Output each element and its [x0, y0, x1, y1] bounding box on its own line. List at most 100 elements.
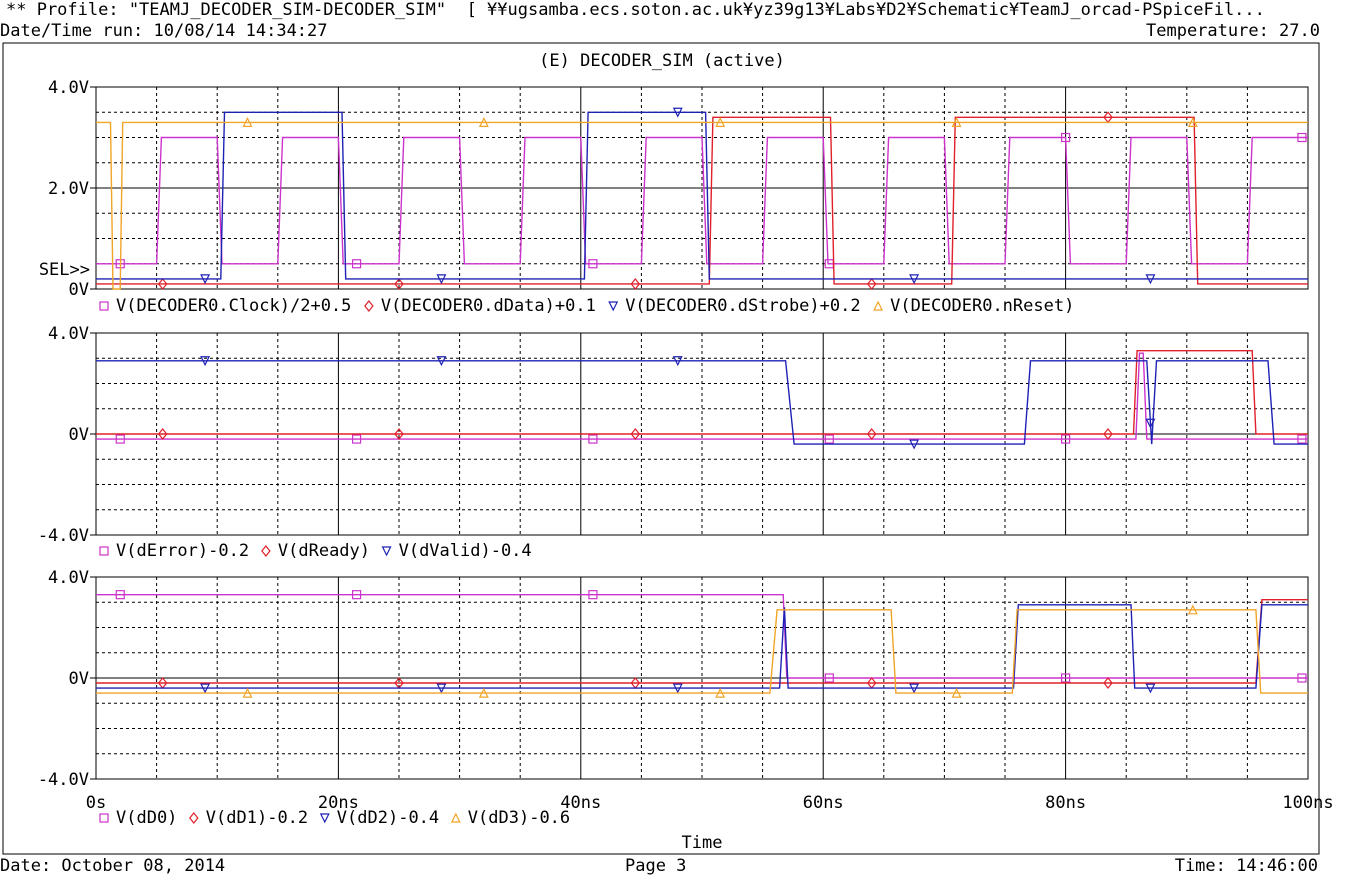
series-marker [1060, 673, 1071, 683]
series-marker [824, 434, 834, 444]
series-marker [157, 277, 168, 290]
legend-marker-red [364, 300, 374, 312]
legend-entry: V(dD2)-0.4 [337, 808, 439, 828]
series-marker [436, 356, 447, 367]
legend-marker-magenta [99, 813, 109, 823]
series-marker [715, 687, 726, 698]
series-marker [1145, 683, 1156, 694]
series-marker [1187, 604, 1198, 615]
legend-marker-blue [381, 546, 392, 557]
y-tick-label: -4.0V [38, 526, 89, 546]
y-tick-label: 4.0V [48, 568, 89, 588]
series-marker [200, 274, 211, 285]
legend-entry: V(dD1)-0.2 [206, 808, 308, 828]
series-marker [436, 274, 447, 285]
series-marker [1145, 418, 1156, 429]
footer-time: Time: 14:46:00 [1174, 856, 1318, 876]
series-marker [115, 434, 125, 444]
series-marker [478, 117, 489, 127]
series-marker [588, 259, 598, 269]
x-tick-label: 20ns [318, 793, 359, 813]
y-tick-label: -4.0V [38, 770, 89, 790]
temperature: Temperature: 27.0 [1146, 21, 1320, 41]
series-marker [1297, 132, 1307, 143]
legend-entry: V(dValid)-0.4 [399, 541, 532, 561]
datetime-run: Date/Time run: 10/08/14 14:34:27 [0, 21, 328, 41]
legend-marker-orange [450, 812, 461, 823]
series-marker [478, 687, 489, 698]
y-tick-label: 4.0V [48, 78, 89, 98]
series-marker [909, 683, 920, 694]
x-tick-label: 40ns [560, 793, 601, 813]
x-tick-label: 60ns [803, 793, 844, 813]
series-line-orange [96, 121, 1308, 290]
legend-marker-orange [873, 300, 884, 311]
series-marker [909, 439, 920, 450]
legend-entry: V(DECODER0.dStrobe)+0.2 [625, 296, 860, 316]
series-marker [1187, 117, 1198, 127]
series-marker [157, 428, 168, 440]
series-marker [200, 683, 211, 694]
series-marker [672, 356, 683, 367]
series-line-blue [96, 604, 1308, 689]
y-tick-label: 2.0V [48, 179, 89, 199]
profile-header: ** Profile: "TEAMJ_DECODER_SIM-DECODER_S… [6, 0, 1265, 20]
sel-marker: SEL>> [39, 260, 90, 280]
series-marker [242, 117, 253, 127]
series-marker [1297, 434, 1307, 444]
legend-entry: V(DECODER0.nReset) [890, 296, 1074, 316]
series-marker [588, 434, 598, 444]
series-marker [1060, 132, 1071, 143]
outer-frame [2, 42, 1320, 855]
series-marker [242, 687, 253, 698]
chart-title: (E) DECODER_SIM (active) [539, 51, 785, 71]
series-marker [672, 683, 683, 694]
series-line-red [96, 350, 1308, 435]
x-axis-label: Time [682, 833, 723, 853]
legend-marker-magenta [99, 546, 109, 556]
series-marker [951, 117, 962, 127]
series-marker [1060, 434, 1071, 444]
legend-marker-red [189, 812, 199, 824]
series-marker [824, 673, 834, 683]
series-marker [588, 590, 598, 600]
series-marker [1103, 428, 1113, 440]
series-marker [1297, 673, 1307, 683]
y-tick-label: 0V [69, 669, 89, 689]
legend-entry: V(dD0) [116, 808, 177, 828]
series-marker [1145, 274, 1156, 285]
legend-entry: V(dReady) [278, 541, 370, 561]
series-marker [394, 277, 404, 290]
series-marker [951, 687, 962, 698]
series-marker [866, 277, 877, 290]
legend-marker-blue [319, 813, 330, 824]
x-tick-label: 80ns [1045, 793, 1086, 813]
series-marker [715, 117, 726, 127]
series-marker [351, 590, 362, 600]
series-marker [436, 683, 447, 694]
legend-marker-magenta [99, 301, 109, 311]
series-marker [115, 590, 125, 600]
series-marker [866, 428, 877, 440]
series-marker [672, 107, 683, 118]
series-marker [200, 356, 211, 367]
legend-entry: V(dError)-0.2 [116, 541, 249, 561]
legend-marker-blue [608, 301, 619, 312]
legend-entry: V(DECODER0.dData)+0.1 [381, 296, 596, 316]
series-marker [1103, 677, 1113, 690]
y-tick-label: 4.0V [48, 324, 89, 344]
y-tick-label: 0V [69, 425, 89, 445]
x-tick-label: 100ns [1282, 793, 1333, 813]
series-marker [351, 259, 362, 269]
series-line-magenta [96, 352, 1308, 440]
series-marker [394, 428, 404, 440]
series-line-magenta [96, 594, 1308, 679]
series-line-red [96, 599, 1308, 684]
series-line-blue [96, 360, 1308, 445]
legend-marker-red [261, 545, 271, 557]
footer-page: Page 3 [625, 856, 687, 876]
x-tick-label: 0s [86, 793, 106, 813]
series-marker [909, 274, 920, 285]
series-marker [630, 428, 641, 440]
